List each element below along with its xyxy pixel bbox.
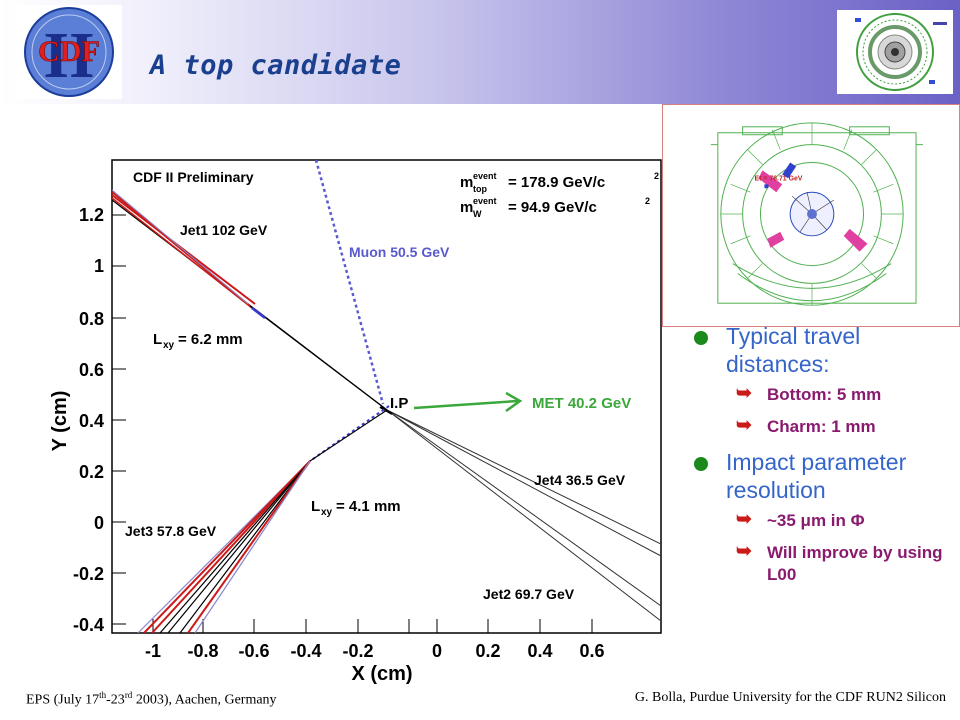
y-tick-neg-0-2: -0.2: [73, 564, 104, 584]
y-tick-0-8: 0.8: [79, 309, 104, 329]
arrow-icon: ➥: [736, 383, 752, 404]
bullet-impact: Impact parameter resolution: [690, 448, 960, 504]
sub-bullet-bottom: ➥ Bottom: 5 mm: [690, 383, 960, 406]
mw-value: = 94.9 GeV/c: [508, 199, 597, 216]
jet3-track-black-2: [167, 460, 311, 633]
x-tick-0-6: 0.6: [579, 641, 604, 661]
met-label: MET 40.2 GeV: [532, 395, 631, 412]
muon-label: Muon 50.5 GeV: [349, 244, 450, 260]
y-tick-0-6: 0.6: [79, 360, 104, 380]
sub-bullet-l00: ➥ Will improve by using L00: [690, 541, 960, 586]
bullet-dot-icon: [694, 331, 708, 345]
y-tick-neg-0-4: -0.4: [73, 615, 104, 635]
jet2-track-2: [386, 409, 661, 622]
jet2-track-1: [386, 409, 661, 607]
x-tick-neg-0-8: -0.8: [187, 641, 218, 661]
jet3-track-black-3: [179, 460, 311, 633]
sub-bullet-resolution-text: ~35 μm in Φ: [767, 511, 865, 530]
met-arrow: [413, 399, 519, 410]
sub-bullet-bottom-text: Bottom: 5 mm: [767, 385, 882, 404]
x-tick-neg-0-4: -0.4: [290, 641, 321, 661]
y-tick-1-2: 1.2: [79, 205, 104, 225]
footer-left-sup1: th: [99, 690, 107, 700]
sub-bullet-charm: ➥ Charm: 1 mm: [690, 415, 960, 438]
x-tick-neg-1: -1: [145, 641, 161, 661]
y-axis-label: Y (cm): [49, 391, 71, 452]
cdf-logo: II CDF: [16, 5, 122, 99]
logo-numeral: II: [43, 19, 94, 92]
x-tick-neg-0-6: -0.6: [238, 641, 269, 661]
bullet-travel: Typical travel distances:: [690, 322, 960, 378]
jet3-extrapolation: [309, 409, 388, 462]
plot-frame: [111, 159, 662, 634]
y-tick-0-2: 0.2: [79, 462, 104, 482]
bullet-list: Typical travel distances: ➥ Bottom: 5 mm…: [690, 322, 960, 596]
jet3-track-red-2: [151, 460, 311, 633]
x-tick-0-2: 0.2: [475, 641, 500, 661]
jet1-track-blue: [112, 189, 249, 305]
muon-track: [314, 160, 385, 405]
svg-text:m: m: [460, 199, 473, 216]
footer-left-sup2: rd: [124, 690, 133, 700]
jet1-extrapolation: [249, 305, 388, 411]
jet3-track-black-1: [159, 460, 311, 633]
arrow-icon: ➥: [736, 415, 752, 436]
jet3-track-red-3: [187, 460, 311, 633]
header-band: [0, 0, 960, 104]
x-tick-0: 0: [432, 641, 442, 661]
arrow-icon: ➥: [736, 509, 752, 530]
footer-conference: EPS (July 17th-23rd 2003), Aachen, Germa…: [26, 690, 277, 709]
mtop-sq: 2: [654, 171, 659, 181]
event-et-label: Et = 76.71 GeV: [755, 175, 803, 182]
y-tick-0: 0: [94, 513, 104, 533]
logo-text: CDF: [38, 35, 100, 68]
jet4-label: Jet4 36.5 GeV: [534, 472, 626, 488]
bullet-dot-icon: [694, 457, 708, 471]
footer-author: G. Bolla, Purdue University for the CDF …: [634, 690, 946, 705]
jet3-track-blue-2: [194, 460, 311, 633]
jet1-vertex-marker: [251, 307, 266, 319]
sub-bullet-l00-text: Will improve by using L00: [767, 543, 943, 584]
jet4-track-2: [386, 409, 661, 545]
jet2-label: Jet2 69.7 GeV: [483, 586, 575, 602]
mtop-value: = 178.9 GeV/c: [508, 174, 605, 191]
sub-bullet-charm-text: Charm: 1 mm: [767, 417, 876, 436]
footer-left-c: 2003), Aachen, Germany: [132, 692, 277, 708]
mw-sub: W: [473, 209, 482, 219]
lxy1-sub: xy: [163, 340, 175, 351]
mw-sq: 2: [645, 196, 650, 206]
arrow-icon: ➥: [736, 541, 752, 562]
lxy1-L: L: [153, 331, 162, 348]
y-tick-0-4: 0.4: [79, 411, 104, 431]
bullet-impact-text: Impact parameter resolution: [726, 449, 907, 503]
lxy2-value: = 4.1 mm: [336, 498, 401, 515]
lxy2-L: L: [311, 498, 320, 515]
mw-sup: event: [473, 196, 497, 206]
slide-title: A top candidate: [150, 50, 402, 81]
jet1-label: Jet1 102 GeV: [180, 222, 268, 238]
footer-left-b: -23: [106, 692, 125, 708]
detector-thumbnail: [837, 10, 953, 94]
jet1-track-red-3: [112, 197, 253, 309]
lxy1-value: = 6.2 mm: [178, 331, 243, 348]
x-tick-neg-0-2: -0.2: [342, 641, 373, 661]
bullet-travel-text: Typical travel distances:: [726, 323, 861, 377]
footer-left-a: EPS (July 17: [26, 692, 100, 708]
vertex-plot: 1.2 1 0.8 0.6 0.4 0.2 0 -0.2 -0.4 -1 -0.…: [49, 159, 662, 685]
mtop-sup: event: [473, 171, 497, 181]
lxy2-sub: xy: [321, 507, 333, 518]
y-tick-1: 1: [94, 256, 104, 276]
sub-bullet-resolution: ➥ ~35 μm in Φ: [690, 509, 960, 532]
preliminary-label: CDF II Preliminary: [133, 169, 254, 185]
jet4-track-1: [386, 409, 661, 557]
ip-label: I.P: [390, 395, 408, 412]
met-arrowhead: [505, 391, 523, 413]
x-axis-label: X (cm): [351, 663, 412, 685]
jet3-label: Jet3 57.8 GeV: [125, 523, 217, 539]
x-tick-0-4: 0.4: [527, 641, 552, 661]
event-display-image: Et = 76.71 GeV: [662, 104, 960, 327]
mtop-sub: top: [473, 184, 487, 194]
svg-text:m: m: [460, 174, 473, 191]
